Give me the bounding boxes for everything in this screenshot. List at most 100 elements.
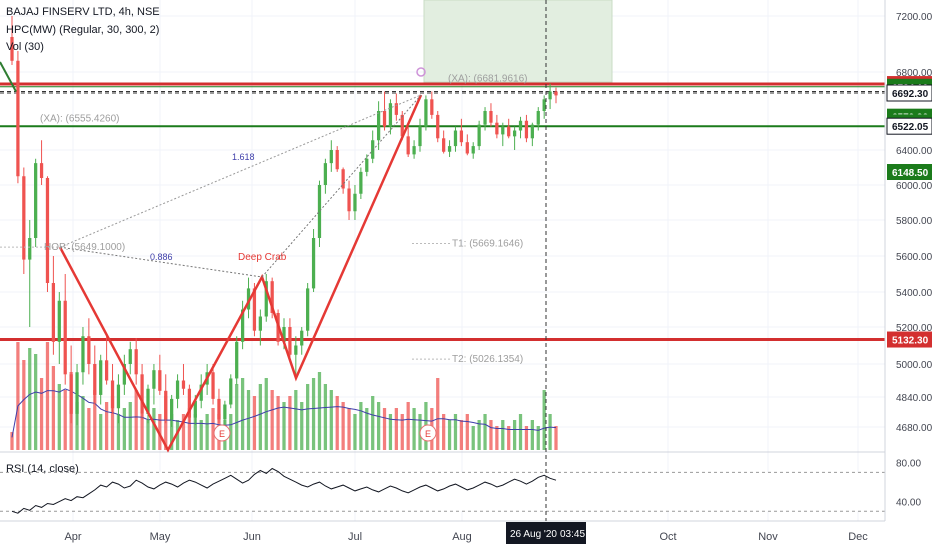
volume-bar (128, 402, 132, 450)
candle-body (294, 345, 298, 355)
candle-body (152, 370, 156, 389)
rsi-legend[interactable]: RSI (14, close) (6, 463, 79, 475)
volume-bar (28, 348, 32, 450)
price-tick-label: 4680.00 (896, 423, 932, 434)
volume-bar (229, 414, 233, 450)
volume-bar (359, 402, 363, 450)
volume-bar (152, 408, 156, 450)
candle-body (518, 120, 523, 131)
rsi-tick-label: 80.00 (896, 459, 921, 470)
volume-bar (75, 402, 79, 450)
candle-body (471, 146, 475, 154)
indicator-legend[interactable]: HPC(MW) (Regular, 30, 300, 2) (6, 24, 160, 36)
volume-bar (518, 414, 523, 450)
earnings-marker (213, 424, 231, 442)
rsi-band (0, 472, 885, 512)
candle-body (430, 99, 434, 115)
volume-bar (39, 378, 44, 450)
candle-body (28, 238, 32, 260)
time-axis[interactable]: Apr May Jun Jul Aug Oct Nov Dec 26 Aug '20 03:45 (64, 522, 868, 544)
volume-bar (495, 426, 499, 450)
volume-bar (288, 396, 292, 450)
candle-body (134, 349, 138, 375)
volume-bar (193, 414, 197, 450)
volume-bar (22, 360, 26, 450)
xa-label: (XA): (6555.4260) (40, 114, 120, 125)
volume-bar (300, 402, 304, 450)
volume-bar (264, 378, 268, 450)
price-axis[interactable]: 7200.00 6800.00 6400.00 6000.00 5800.00 5600.… (884, 0, 932, 550)
volume-bar (382, 408, 387, 450)
candle-body (246, 288, 251, 310)
volume-bar (211, 408, 215, 450)
volume-bar (400, 414, 404, 450)
volume-bar (294, 390, 298, 450)
volume-bar (57, 384, 61, 450)
volume-bar (140, 414, 144, 450)
volume-bar (388, 414, 393, 450)
candle-body (459, 130, 464, 143)
pattern-point-marker (416, 67, 426, 77)
candle-body (223, 404, 227, 420)
price-label-box (887, 164, 932, 181)
volume-bar (199, 420, 203, 450)
candle-body (306, 288, 310, 331)
symbol-legend[interactable]: BAJAJ FINSERV LTD, 4h, NSE (6, 6, 160, 18)
candle-body (465, 142, 469, 154)
cursor-date-box (506, 522, 586, 544)
candle-body (235, 341, 239, 379)
volume-bar (205, 414, 209, 450)
volume-bar (453, 414, 458, 450)
candle-body (217, 398, 221, 420)
candle-body (400, 114, 404, 137)
candle-body (489, 111, 493, 123)
volume-bar (63, 390, 67, 450)
volume-bar (347, 408, 351, 450)
time-tick-label: Jul (348, 531, 362, 543)
volume-bar (93, 390, 97, 450)
candle-body (483, 111, 487, 125)
horizontal-levels (0, 82, 885, 342)
ratio-line (261, 94, 422, 278)
rsi-line (11, 467, 557, 514)
volume-bar (365, 408, 369, 450)
candle-body (477, 124, 481, 147)
candle-body (335, 150, 339, 170)
candle-body (45, 178, 50, 283)
volume-bar (81, 396, 85, 450)
candle-body (371, 140, 375, 159)
candle-body (548, 91, 552, 100)
pattern-name-label: Deep Crab (238, 252, 287, 263)
candle-body (323, 163, 328, 185)
candle-body (57, 300, 61, 342)
candle-body (193, 400, 197, 418)
candle-body (93, 364, 97, 395)
volume-bar (146, 420, 150, 450)
volume-bar (465, 414, 469, 450)
candle-body (16, 60, 20, 177)
candle-body (542, 99, 546, 111)
volume-bar (471, 426, 475, 450)
volume-bar (376, 402, 381, 450)
price-label-text: 6522.05 (892, 122, 929, 133)
candle-body (264, 281, 268, 317)
volume-legend[interactable]: Vol (30) (6, 41, 44, 53)
time-tick-label: May (150, 531, 171, 543)
candle-body (447, 146, 452, 152)
time-tick-label: Aug (452, 531, 472, 543)
candle-body (34, 163, 38, 238)
candle-body (442, 138, 446, 152)
volume-bar (459, 420, 464, 450)
time-tick-label: Jun (243, 531, 261, 543)
volume-bar (34, 354, 38, 450)
price-label-box (887, 331, 932, 348)
candle-body (181, 380, 186, 389)
time-tick-label: Apr (64, 531, 81, 543)
candle-body (22, 176, 26, 260)
price-tick-label: 6400.00 (896, 146, 932, 157)
volume-bar (447, 420, 452, 450)
candle-body (394, 103, 398, 115)
volume-bar (110, 396, 115, 450)
earnings-marker-text: E (219, 429, 225, 439)
